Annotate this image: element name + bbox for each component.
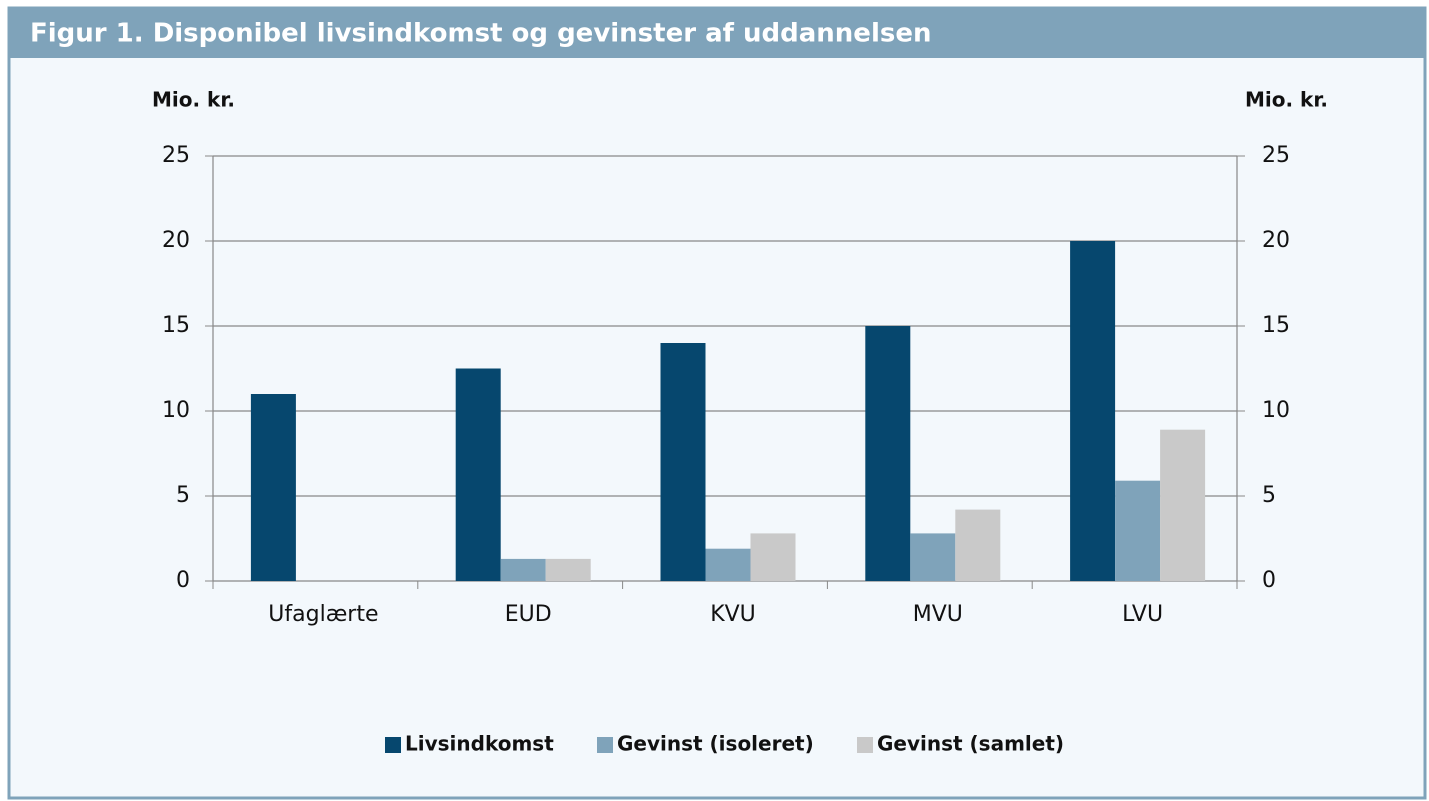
y-tick-label: 25	[162, 143, 190, 168]
legend-swatch	[597, 737, 613, 753]
bar	[250, 394, 296, 581]
legend-swatch	[857, 737, 873, 753]
panel	[7, 6, 1427, 800]
x-tick-label: Ufaglærte	[268, 602, 378, 627]
bar	[910, 533, 956, 581]
y-tick-label: 5	[176, 483, 190, 508]
y-tick-label: 15	[162, 313, 190, 338]
y2-tick-label: 20	[1262, 228, 1290, 253]
chart-title: Figur 1. Disponibel livsindkomst og gevi…	[30, 19, 931, 49]
bar	[750, 533, 796, 581]
y2-axis-label: Mio. kr.	[1245, 88, 1328, 112]
x-tick-label: EUD	[505, 602, 552, 627]
bar	[545, 558, 591, 581]
y2-tick-label: 10	[1262, 398, 1290, 423]
y2-tick-label: 5	[1262, 483, 1276, 508]
bar	[1115, 480, 1161, 581]
legend-label: Livsindkomst	[405, 732, 554, 756]
y-axis-label: Mio. kr.	[152, 88, 235, 112]
y2-tick-label: 15	[1262, 313, 1290, 338]
y2-tick-label: 0	[1262, 568, 1276, 593]
x-tick-label: LVU	[1122, 602, 1163, 627]
bar	[455, 368, 501, 581]
y-tick-label: 20	[162, 228, 190, 253]
legend-swatch	[385, 737, 401, 753]
bar	[865, 326, 911, 581]
bar	[660, 343, 706, 581]
x-tick-label: MVU	[913, 602, 963, 627]
bar	[955, 509, 1001, 581]
bar	[1070, 241, 1116, 581]
y2-tick-label: 25	[1262, 143, 1290, 168]
x-tick-label: KVU	[710, 602, 756, 627]
y-tick-label: 0	[176, 568, 190, 593]
legend-label: Gevinst (isoleret)	[617, 732, 814, 756]
bar	[500, 558, 546, 581]
bar	[1160, 429, 1206, 581]
legend-label: Gevinst (samlet)	[877, 732, 1064, 756]
header	[9, 8, 1425, 58]
y-tick-label: 10	[162, 398, 190, 423]
bar	[705, 548, 751, 581]
